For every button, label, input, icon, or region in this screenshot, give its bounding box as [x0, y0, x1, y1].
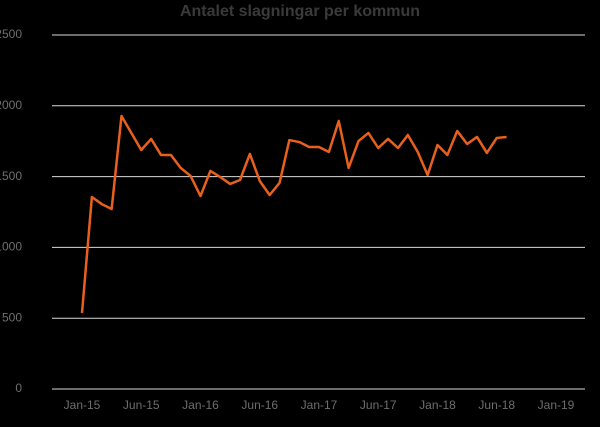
- x-tick-label: Jan-16: [182, 398, 219, 412]
- x-tick-label: Jan-15: [64, 398, 101, 412]
- y-tick-label: 1500: [0, 169, 22, 183]
- x-tick-label: Jan-19: [538, 398, 575, 412]
- data-line: [80, 114, 507, 314]
- x-tick-label: Jun-15: [123, 398, 160, 412]
- y-tick-label: 2000: [0, 98, 22, 112]
- chart-title: Antalet slagningar per kommun: [180, 3, 420, 20]
- x-tick-label: Jan-17: [301, 398, 338, 412]
- x-tick-label: Jan-18: [419, 398, 456, 412]
- x-tick-label: Jun-17: [360, 398, 397, 412]
- y-tick-label: 500: [2, 310, 22, 324]
- x-tick-label: Jun-18: [478, 398, 515, 412]
- y-tick-label: 2500: [0, 27, 22, 41]
- y-tick-label: 0: [15, 381, 22, 395]
- y-tick-label: 1000: [0, 240, 22, 254]
- x-tick-label: Jun-16: [241, 398, 278, 412]
